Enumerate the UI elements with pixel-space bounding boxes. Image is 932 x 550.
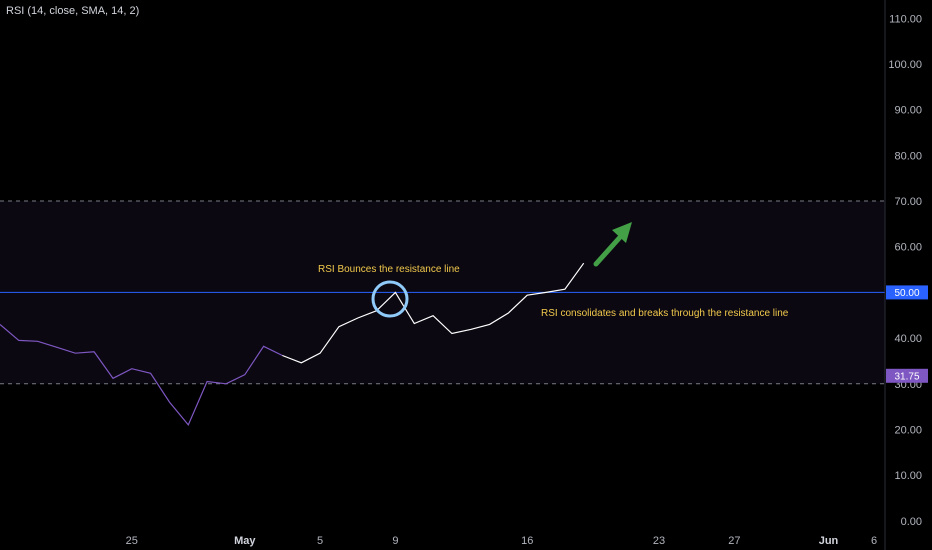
price-axis[interactable]: 0.0010.0020.0030.0040.0050.0060.0070.008… <box>884 0 922 550</box>
y-tick-label: 20.00 <box>894 424 922 436</box>
value-badges: 50.00 31.75 <box>886 285 928 383</box>
y-tick-label: 70.00 <box>894 196 922 208</box>
x-tick-label: 23 <box>653 535 665 547</box>
x-tick-label: 5 <box>317 535 323 547</box>
annotation-breakout: RSI consolidates and breaks through the … <box>541 308 789 319</box>
rsi-line-white <box>282 262 585 364</box>
x-tick-label: Jun <box>819 535 839 547</box>
time-axis[interactable]: 25 May 5 9 16 23 27 Jun 6 <box>126 535 877 547</box>
x-tick-label: 9 <box>392 535 398 547</box>
y-tick-label: 0.00 <box>901 516 922 528</box>
resistance-value-label: 50.00 <box>894 288 919 299</box>
resistance-value-badge <box>886 285 928 300</box>
rsi-line-purple <box>0 323 283 427</box>
x-tick-label: 16 <box>521 535 533 547</box>
x-tick-label: May <box>234 535 256 547</box>
x-tick-label: 27 <box>728 535 740 547</box>
y-tick-label: 100.00 <box>888 59 922 71</box>
y-tick-label: 40.00 <box>894 333 922 345</box>
x-tick-label: 6 <box>871 535 877 547</box>
up-arrow-icon <box>593 222 632 267</box>
last-value-badge <box>886 368 928 383</box>
indicator-title[interactable]: RSI (14, close, SMA, 14, 2) <box>6 5 140 17</box>
y-tick-label: 110.00 <box>889 13 922 25</box>
y-tick-label: 10.00 <box>894 470 922 482</box>
annotations: RSI Bounces the resistance line RSI cons… <box>318 222 789 319</box>
y-tick-label: 80.00 <box>894 150 922 162</box>
rsi-series <box>0 262 585 427</box>
x-tick-label: 25 <box>126 535 138 547</box>
y-tick-label: 90.00 <box>894 105 922 117</box>
highlight-circle <box>371 280 409 318</box>
y-tick-label: 60.00 <box>894 242 922 254</box>
last-value-label: 31.75 <box>894 371 919 382</box>
annotation-bounce: RSI Bounces the resistance line <box>318 264 460 275</box>
